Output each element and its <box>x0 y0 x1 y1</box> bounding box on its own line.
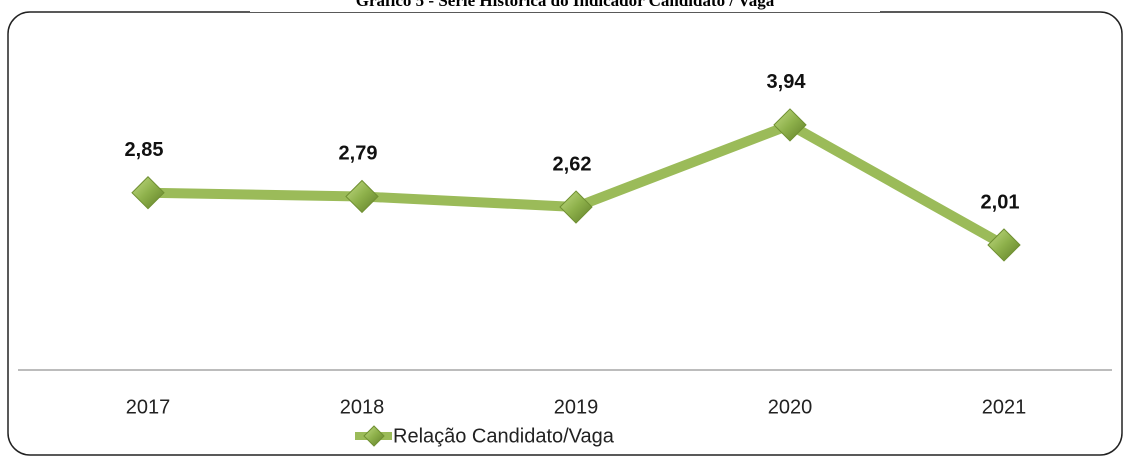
data-label: 2,01 <box>981 191 1020 213</box>
point-marker <box>131 176 165 210</box>
chart-frame <box>7 11 1123 456</box>
data-label: 2,85 <box>125 139 164 161</box>
point-marker <box>559 190 593 224</box>
data-label: 3,94 <box>767 71 807 93</box>
data-label: 2,62 <box>553 153 592 175</box>
x-tick-label: 2021 <box>982 396 1027 418</box>
legend-marker <box>363 425 385 447</box>
x-tick-label: 2018 <box>340 396 385 418</box>
point-marker <box>345 179 379 214</box>
x-tick-label: 2017 <box>126 396 171 418</box>
chart-title: Gráfico 5 - Série Histórica do Indicador… <box>356 0 775 10</box>
point-marker <box>773 108 807 142</box>
x-tick-label: 2019 <box>554 396 599 418</box>
x-tick-label: 2020 <box>768 396 813 418</box>
point-marker <box>987 228 1021 262</box>
title-backdrop <box>250 0 880 12</box>
series-line <box>147 119 1007 250</box>
data-label: 2,79 <box>339 143 378 165</box>
legend-label: Relação Candidato/Vaga <box>393 425 615 447</box>
